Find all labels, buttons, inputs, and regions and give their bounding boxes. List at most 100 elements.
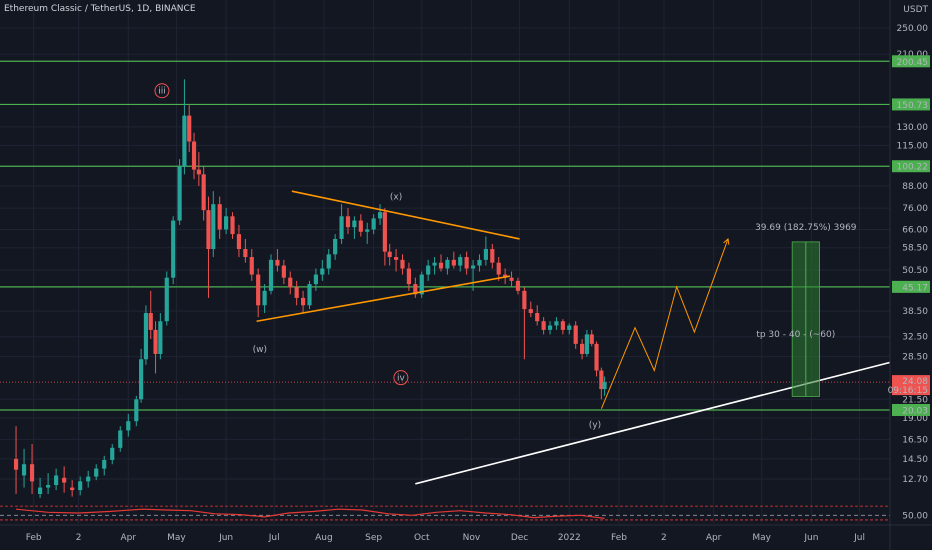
- candle-body: [528, 309, 533, 314]
- price-tick: 21.50: [902, 395, 928, 405]
- candle-body: [139, 359, 144, 400]
- candle-body: [503, 274, 508, 278]
- candle-body: [554, 321, 559, 326]
- price-tick: 210.00: [897, 50, 929, 60]
- candle-body: [387, 251, 392, 258]
- candle-body: [522, 290, 527, 310]
- last-price-tag[interactable]: [892, 375, 930, 396]
- level-price-text: 200.45: [897, 58, 929, 68]
- candle-body: [201, 174, 206, 211]
- level-price-text: 100.22: [897, 163, 929, 173]
- candle-body: [589, 334, 594, 344]
- candle-body: [560, 321, 565, 330]
- projection-path[interactable]: [600, 238, 729, 409]
- price-tick: 115.00: [897, 141, 929, 151]
- time-axis[interactable]: Feb 2 Apr May Jun Jul Aug Sep Oct Nov Dec 2022 Feb 2 A…: [0, 524, 932, 543]
- level-price-text: 20.03: [902, 406, 928, 416]
- time-tick: Nov: [463, 533, 481, 543]
- drawings[interactable]: 39.69 (182.75%) 3969 tp 30 - 40 - (~60) ii…: [154, 83, 920, 485]
- candle-body: [118, 430, 123, 448]
- time-tick: Oct: [414, 533, 430, 543]
- candle-body: [458, 257, 463, 266]
- price-tick: 16.50: [902, 435, 928, 445]
- currency-label: USDT: [903, 5, 928, 15]
- osc-line: [15, 508, 605, 519]
- price-tick: 250.00: [897, 24, 929, 34]
- candle-body: [171, 220, 176, 278]
- time-tick: 2: [76, 533, 82, 543]
- candle-body: [249, 257, 254, 275]
- candle-body: [400, 259, 405, 269]
- level-price-text: 150.73: [897, 101, 929, 111]
- candle-body: [382, 212, 387, 252]
- time-tick: Feb: [611, 533, 627, 543]
- wave-label-circle: [393, 370, 409, 386]
- candle-body: [445, 259, 450, 269]
- wave-label: iii: [158, 87, 166, 97]
- wave-label: (w): [253, 345, 267, 355]
- level-price-tag[interactable]: [892, 98, 930, 111]
- candle-body: [158, 321, 163, 354]
- candle-body: [230, 216, 235, 235]
- price-tick: 28.50: [902, 353, 928, 363]
- time-tick: Jun: [803, 533, 818, 543]
- price-tick: 32.50: [902, 333, 928, 343]
- candle-body: [339, 216, 344, 239]
- candle-body: [573, 325, 578, 344]
- candle-body: [594, 343, 599, 371]
- candle-body: [29, 464, 35, 482]
- time-tick: 2022: [558, 533, 581, 543]
- candle-body: [217, 204, 222, 230]
- candle-body: [509, 277, 514, 281]
- candle-body: [451, 259, 456, 266]
- candle-body: [143, 313, 149, 360]
- candle-body: [224, 216, 229, 230]
- candle-body: [419, 274, 424, 295]
- candle-body: [580, 343, 585, 354]
- candle-body: [268, 259, 274, 291]
- candle-body: [187, 115, 192, 142]
- candle-body: [196, 169, 201, 175]
- triangle-upper-line[interactable]: [291, 190, 520, 240]
- level-price-tag[interactable]: [892, 280, 930, 293]
- triangle-lower-line[interactable]: [256, 275, 511, 323]
- candle-body: [358, 220, 363, 232]
- price-tick: 58.50: [902, 244, 928, 254]
- candle-body: [426, 265, 431, 275]
- candle-body: [470, 265, 476, 269]
- wave-label: (y): [589, 420, 601, 430]
- horizontal-levels[interactable]: [0, 60, 890, 411]
- target-box-label: 39.69 (182.75%) 3969: [755, 223, 857, 233]
- candle-body: [54, 475, 59, 486]
- wave-label-circle: [154, 83, 170, 99]
- price-axis[interactable]: USDT 250.00 210.00 130.00 115.00 88.00 76.00 66…: [888, 0, 932, 550]
- time-tick: Feb: [26, 533, 42, 543]
- candle-body: [320, 268, 325, 275]
- candle-body: [352, 220, 357, 228]
- support-trendline[interactable]: [415, 354, 920, 485]
- candle-body: [547, 325, 553, 330]
- time-tick: Dec: [511, 533, 528, 543]
- candle-body: [333, 238, 338, 255]
- price-tick: 19.00: [902, 414, 928, 424]
- time-tick: Jul: [268, 533, 280, 543]
- candle-body: [496, 262, 501, 275]
- candle-body: [371, 218, 376, 230]
- price-tick: 88.00: [902, 182, 928, 192]
- candle-body: [13, 458, 19, 470]
- level-price-tag[interactable]: [892, 160, 930, 173]
- candle-body: [599, 370, 604, 390]
- level-price-tag[interactable]: [892, 55, 930, 68]
- level-price-tag[interactable]: [892, 403, 930, 416]
- chart-title: Ethereum Classic / TetherUS, 1D, BINANCE: [4, 4, 196, 14]
- candle-body: [288, 277, 293, 288]
- wave-label: iv: [397, 374, 406, 384]
- candle-body: [602, 382, 607, 390]
- candle-body: [300, 297, 306, 306]
- oscillator-pane: [0, 505, 890, 521]
- price-tick: 14.50: [902, 455, 928, 465]
- candle-body: [307, 284, 312, 306]
- time-tick: Aug: [315, 533, 333, 543]
- candle-body: [281, 265, 286, 278]
